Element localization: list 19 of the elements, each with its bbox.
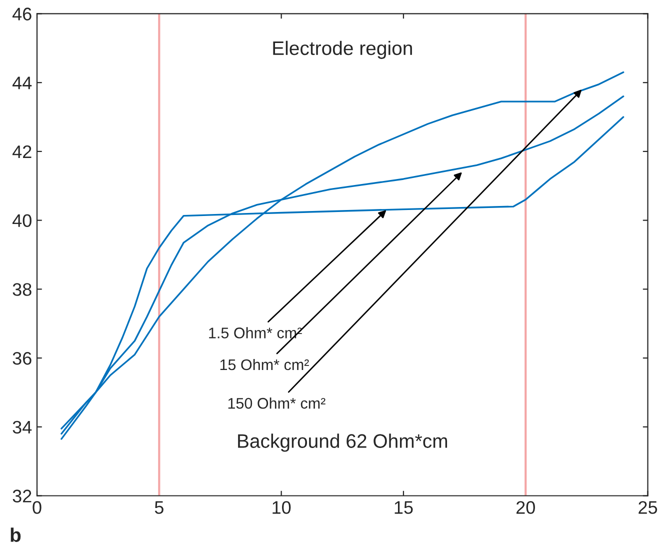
y-tick-label: 36 xyxy=(12,352,32,365)
x-tick-label: 10 xyxy=(272,501,291,514)
x-tick-label: 5 xyxy=(154,501,164,514)
y-tick-label: 46 xyxy=(12,8,32,20)
y-tick-label: 44 xyxy=(12,76,32,90)
y-tick-label: 40 xyxy=(12,214,32,228)
y-tick-label: 42 xyxy=(12,145,32,158)
annotation: Electrode region xyxy=(273,40,412,59)
annotation: 15 Ohm* cm² xyxy=(220,358,309,370)
x-tick-label: 20 xyxy=(516,501,535,514)
x-tick-label: 15 xyxy=(394,501,413,514)
annotation: 150 Ohm* cm² xyxy=(228,398,326,409)
y-tick-label: 38 xyxy=(12,283,32,296)
x-tick-label: 25 xyxy=(638,501,658,514)
text: b xyxy=(10,528,21,542)
annotation: Background 62 Ohm*cm xyxy=(238,434,448,452)
y-tick-label: 32 xyxy=(12,490,32,502)
y-tick-label: 34 xyxy=(12,420,32,434)
x-tick-label: 0 xyxy=(32,501,42,514)
